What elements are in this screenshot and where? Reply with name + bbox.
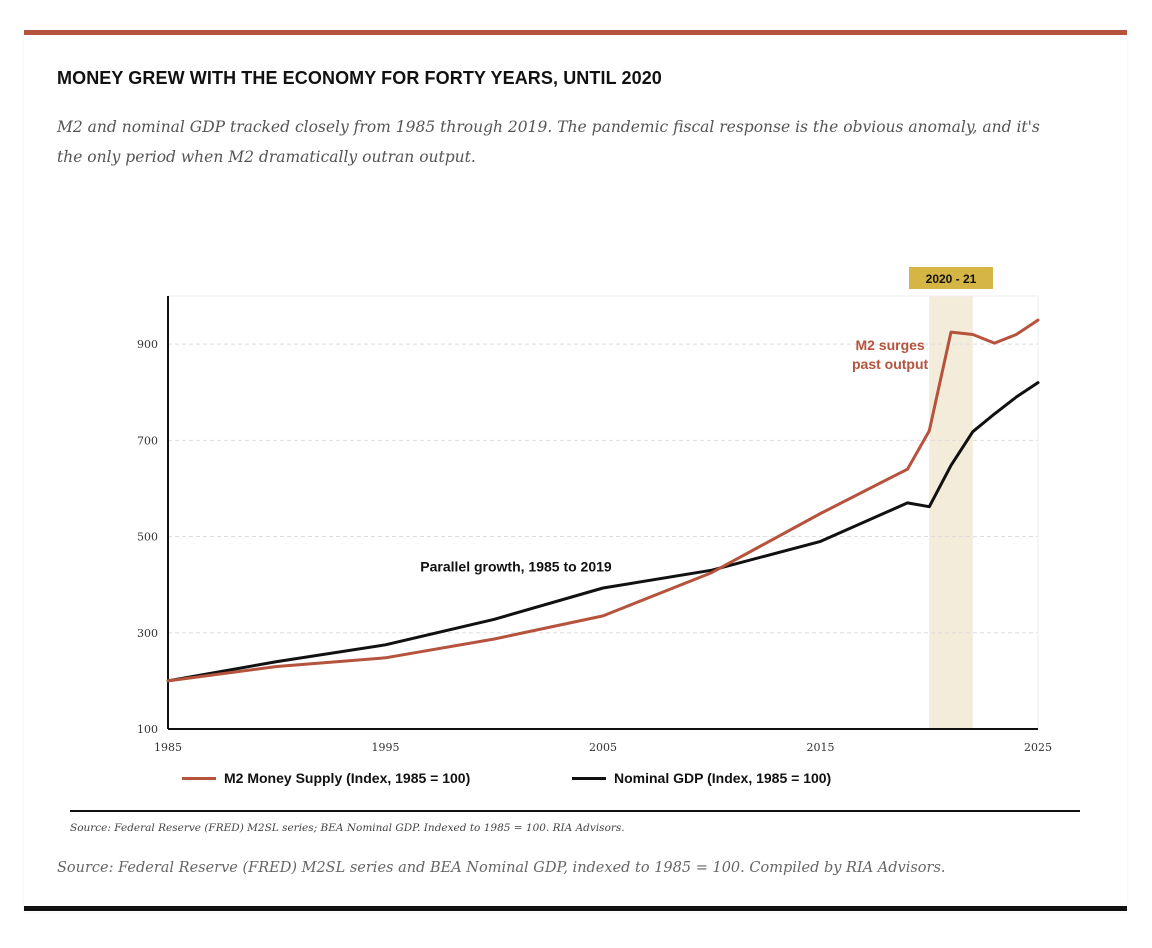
legend-item-gdp: Nominal GDP (Index, 1985 = 100) bbox=[572, 770, 831, 786]
x-tick-label: 2025 bbox=[1024, 741, 1052, 754]
bottom-rule bbox=[24, 906, 1127, 911]
legend-swatch-gdp bbox=[572, 776, 606, 780]
highlight-badge bbox=[909, 267, 993, 289]
x-tick-label: 2015 bbox=[807, 741, 835, 754]
source-divider bbox=[70, 810, 1080, 812]
top-accent-rule bbox=[24, 30, 1127, 35]
source-note: Source: Federal Reserve (FRED) M2SL seri… bbox=[57, 860, 946, 876]
y-tick-label: 900 bbox=[137, 338, 158, 351]
x-tick-label: 1985 bbox=[154, 741, 182, 754]
source-note-small: Source: Federal Reserve (FRED) M2SL seri… bbox=[70, 822, 625, 834]
highlight-badge-label: 2020 - 21 bbox=[926, 272, 977, 286]
y-tick-label: 300 bbox=[137, 627, 158, 640]
legend-label-m2: M2 Money Supply (Index, 1985 = 100) bbox=[224, 770, 471, 786]
x-tick-label: 2005 bbox=[589, 741, 617, 754]
legend-item-m2: M2 Money Supply (Index, 1985 = 100) bbox=[182, 770, 470, 786]
legend-label-gdp: Nominal GDP (Index, 1985 = 100) bbox=[614, 770, 832, 786]
series-line-gdp bbox=[166, 381, 1040, 683]
chart-subtitle: M2 and nominal GDP tracked closely from … bbox=[57, 118, 1040, 166]
series-line-m2 bbox=[166, 318, 1040, 683]
legend-swatch-m2 bbox=[182, 776, 216, 780]
highlight-band bbox=[929, 296, 973, 729]
annotation-m2-surges-line: M2 surges bbox=[855, 337, 924, 353]
annotation-m2-surges-line: past output bbox=[852, 356, 929, 372]
y-tick-label: 700 bbox=[137, 434, 158, 447]
chart-title: MONEY GREW WITH THE ECONOMY FOR FORTY YE… bbox=[57, 68, 662, 88]
annotation-parallel-growth: Parallel growth, 1985 to 2019 bbox=[420, 559, 612, 575]
y-tick-label: 100 bbox=[137, 723, 158, 736]
x-tick-label: 1995 bbox=[372, 741, 400, 754]
line-chart: 2020 - 21 100 300 500 700 900 1985 1995 2005 2015… bbox=[137, 267, 1052, 754]
y-tick-label: 500 bbox=[137, 531, 158, 544]
